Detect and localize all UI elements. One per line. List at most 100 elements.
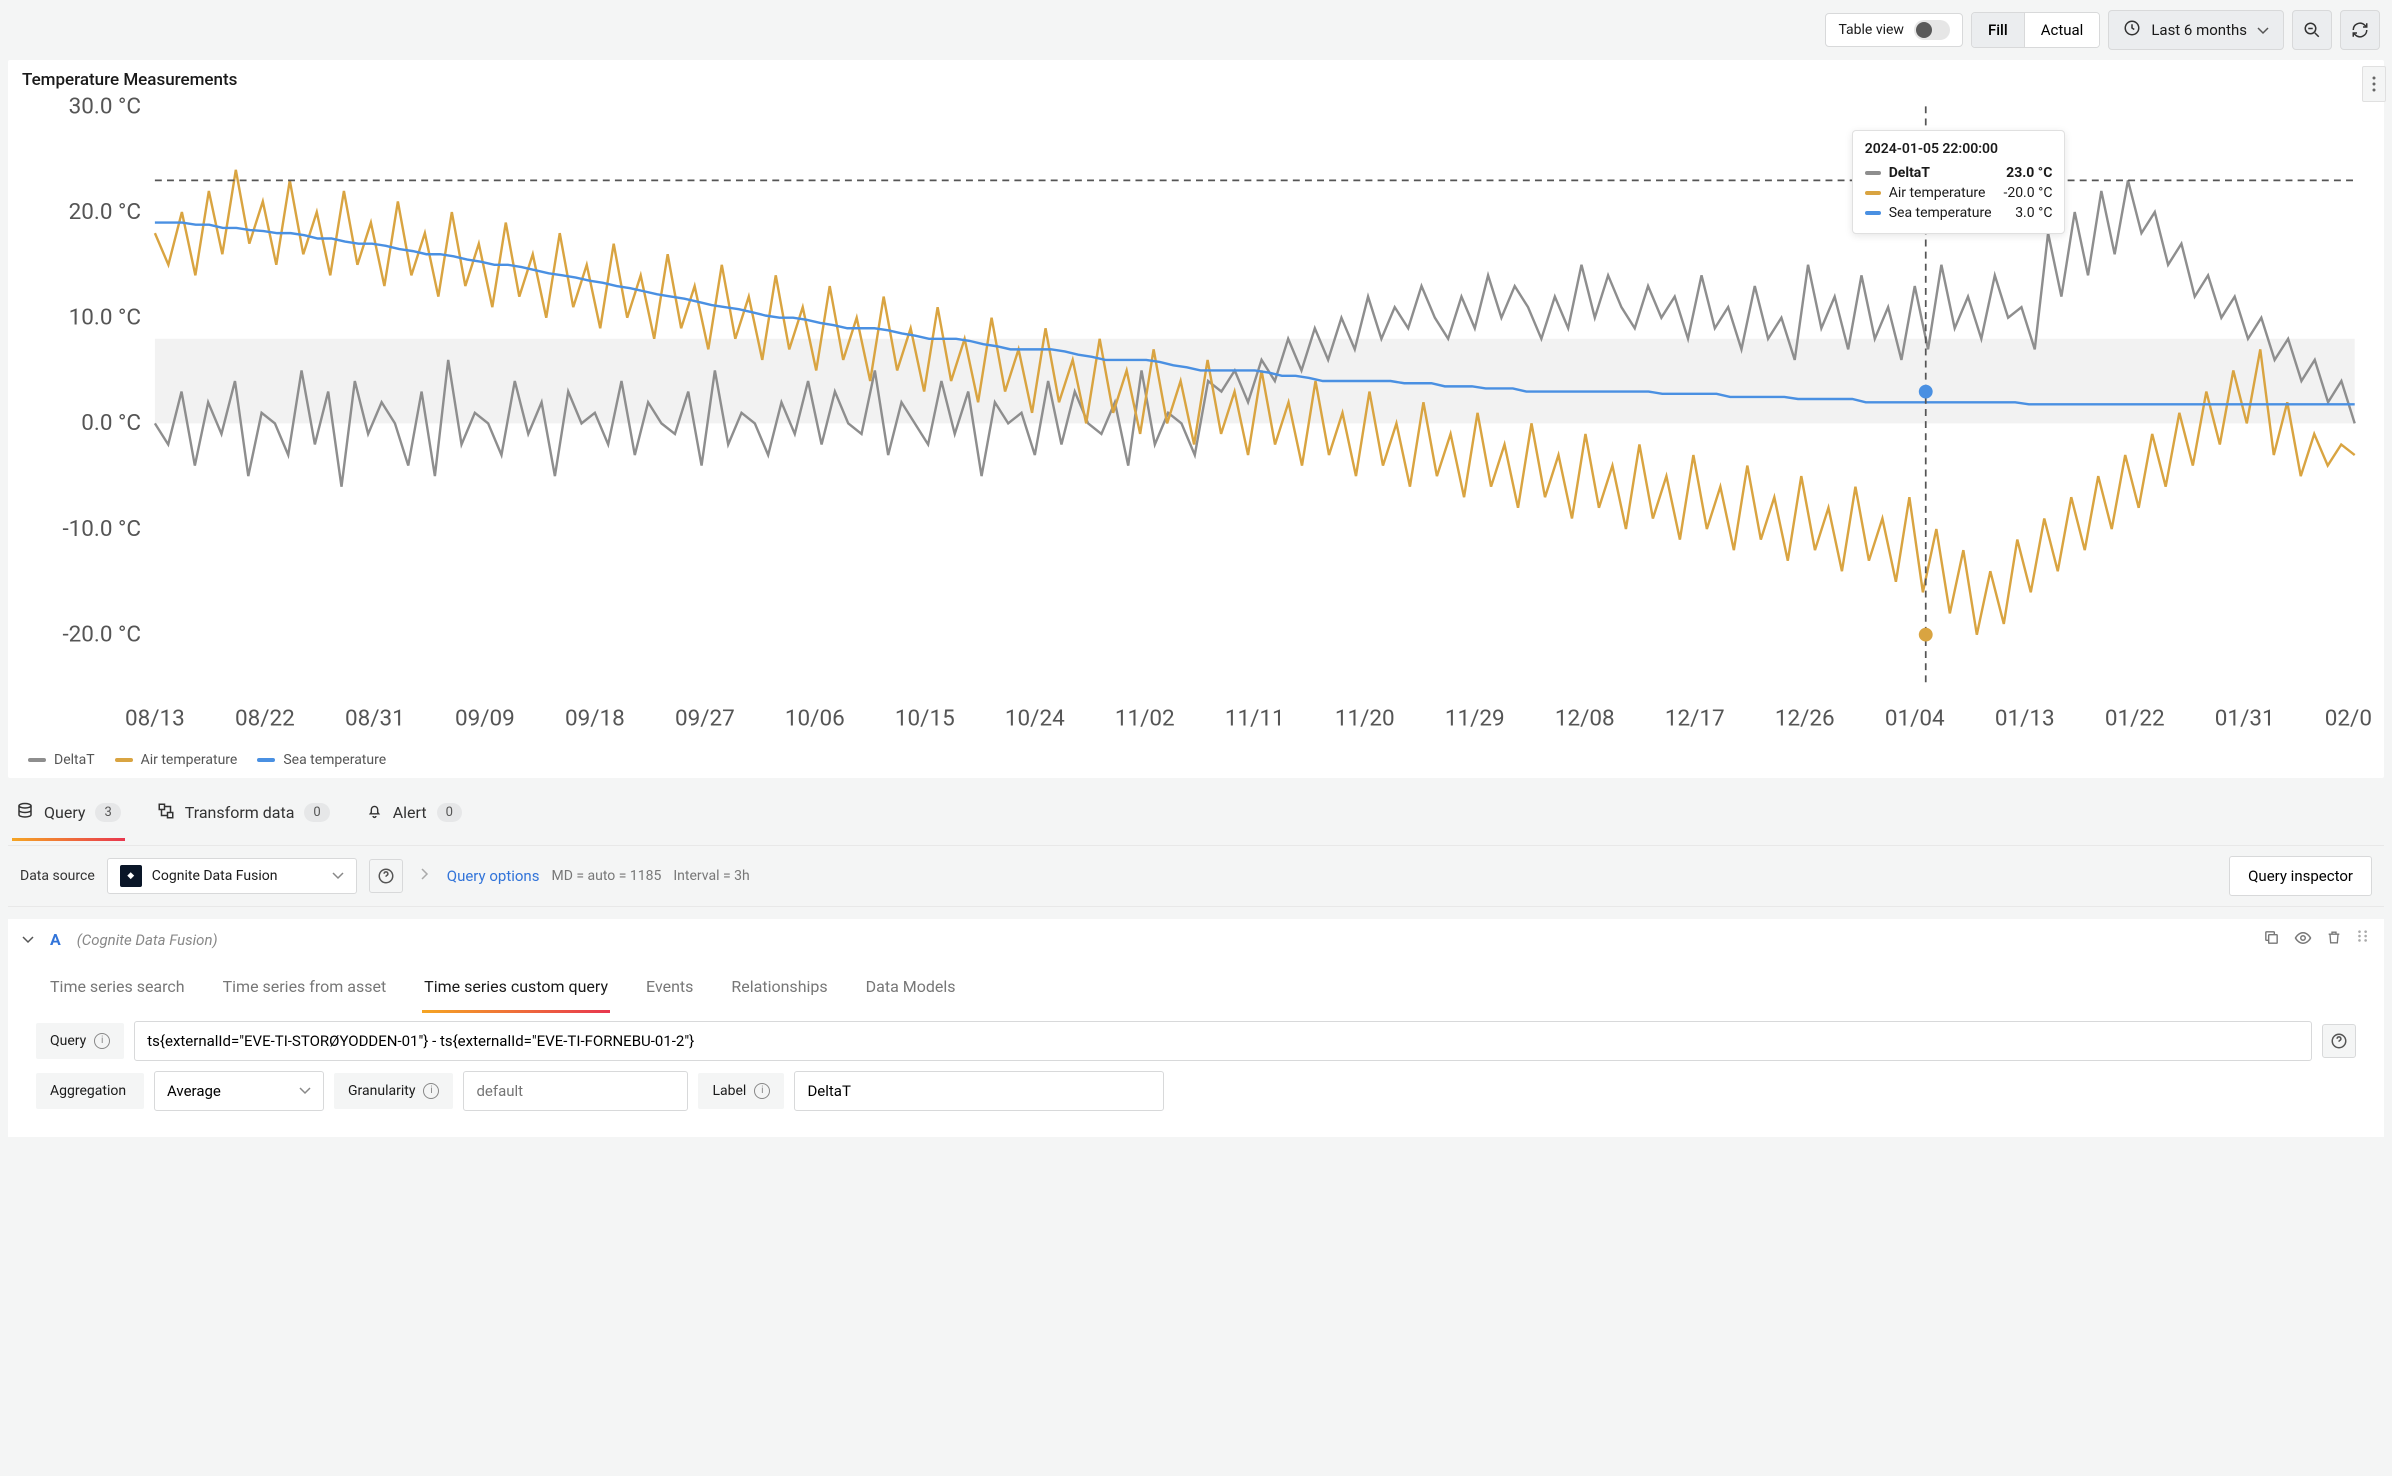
info-icon[interactable]: i bbox=[94, 1033, 110, 1049]
editor-tabs: Query3Transform data0Alert0 bbox=[0, 778, 2392, 841]
datasource-name: Cognite Data Fusion bbox=[152, 868, 278, 884]
table-view-label: Table view bbox=[1838, 22, 1904, 38]
svg-text:-20.0 °C: -20.0 °C bbox=[62, 622, 141, 648]
legend-swatch bbox=[115, 758, 133, 762]
tooltip-row: Air temperature -20.0 °C bbox=[1865, 183, 2053, 203]
query-tab-time-series-from-asset[interactable]: Time series from asset bbox=[221, 967, 389, 1013]
svg-text:09/27: 09/27 bbox=[675, 705, 735, 731]
legend-item[interactable]: Air temperature bbox=[115, 752, 238, 768]
aggregation-select[interactable]: Average bbox=[154, 1071, 324, 1111]
svg-text:01/22: 01/22 bbox=[2105, 705, 2165, 731]
legend-item[interactable]: Sea temperature bbox=[257, 752, 386, 768]
query-help-button[interactable] bbox=[2322, 1024, 2356, 1058]
tab-label: Transform data bbox=[185, 803, 295, 822]
svg-text:11/20: 11/20 bbox=[1335, 705, 1395, 731]
db-icon bbox=[16, 802, 34, 824]
datasource-label: Data source bbox=[20, 868, 95, 884]
granularity-label: Granularity i bbox=[334, 1073, 453, 1109]
fill-actual-group: Fill Actual bbox=[1971, 12, 2100, 48]
svg-text:20.0 °C: 20.0 °C bbox=[69, 199, 141, 225]
chevron-down-icon[interactable] bbox=[22, 932, 34, 948]
legend-label: Sea temperature bbox=[283, 752, 386, 768]
refresh-button[interactable] bbox=[2340, 10, 2380, 50]
datasource-row: Data source ◆ Cognite Data Fusion Query … bbox=[8, 845, 2384, 907]
svg-text:11/29: 11/29 bbox=[1445, 705, 1505, 731]
query-tab-events[interactable]: Events bbox=[644, 967, 695, 1013]
query-letter: A bbox=[50, 930, 61, 949]
tab-count-badge: 0 bbox=[304, 803, 329, 822]
zoom-out-button[interactable] bbox=[2292, 10, 2332, 50]
granularity-input[interactable] bbox=[463, 1071, 688, 1111]
chart-tooltip: 2024-01-05 22:00:00 DeltaT 23.0 °C Air tem… bbox=[1852, 130, 2066, 234]
interval-text: Interval = 3h bbox=[673, 868, 749, 884]
editor-tab-alert[interactable]: Alert0 bbox=[362, 794, 466, 841]
svg-text:30.0 °C: 30.0 °C bbox=[69, 96, 141, 119]
svg-text:0.0 °C: 0.0 °C bbox=[81, 410, 141, 436]
tooltip-series-name: Air temperature bbox=[1889, 185, 1986, 201]
chart-legend: DeltaT Air temperature Sea temperature bbox=[8, 748, 2384, 778]
legend-swatch bbox=[28, 758, 46, 762]
tab-count-badge: 0 bbox=[437, 803, 462, 822]
query-tab-time-series-search[interactable]: Time series search bbox=[48, 967, 187, 1013]
chevron-down-icon bbox=[332, 868, 344, 884]
chevron-down-icon bbox=[2257, 21, 2269, 39]
tooltip-series-value: 23.0 °C bbox=[2006, 165, 2052, 181]
tooltip-swatch bbox=[1865, 211, 1881, 215]
query-type-tabs: Time series search Time series from asset… bbox=[8, 961, 2384, 1013]
svg-text:12/26: 12/26 bbox=[1775, 705, 1835, 731]
query-tab-data-models[interactable]: Data Models bbox=[864, 967, 958, 1013]
svg-text:12/17: 12/17 bbox=[1665, 705, 1725, 731]
fill-button[interactable]: Fill bbox=[1972, 13, 2024, 47]
eye-icon[interactable] bbox=[2294, 929, 2312, 951]
datasource-select[interactable]: ◆ Cognite Data Fusion bbox=[107, 858, 357, 894]
query-inspector-button[interactable]: Query inspector bbox=[2229, 856, 2372, 896]
legend-label: DeltaT bbox=[54, 752, 95, 768]
tooltip-series-value: -20.0 °C bbox=[2003, 185, 2052, 201]
info-icon[interactable]: i bbox=[754, 1083, 770, 1099]
md-text: MD = auto = 1185 bbox=[551, 868, 661, 884]
query-input[interactable] bbox=[134, 1021, 2312, 1061]
tooltip-series-name: Sea temperature bbox=[1889, 205, 1992, 221]
svg-text:02/09: 02/09 bbox=[2325, 705, 2372, 731]
query-options-link[interactable]: Query options bbox=[447, 867, 540, 885]
query-field-label: Query i bbox=[36, 1023, 124, 1059]
tooltip-row: DeltaT 23.0 °C bbox=[1865, 163, 2053, 183]
query-tab-time-series-custom-query[interactable]: Time series custom query bbox=[422, 967, 610, 1013]
datasource-help-button[interactable] bbox=[369, 859, 403, 893]
info-icon[interactable]: i bbox=[423, 1083, 439, 1099]
duplicate-icon[interactable] bbox=[2263, 929, 2280, 951]
chart-panel: Temperature Measurements 30.0 °C 20.0 °C 1… bbox=[8, 60, 2384, 778]
panel-title: Temperature Measurements bbox=[22, 70, 237, 90]
drag-handle-icon[interactable] bbox=[2356, 929, 2370, 951]
label-input[interactable] bbox=[794, 1071, 1164, 1111]
tooltip-series-name: DeltaT bbox=[1889, 165, 1930, 181]
aggregation-label: Aggregation bbox=[36, 1073, 144, 1109]
tooltip-row: Sea temperature 3.0 °C bbox=[1865, 203, 2053, 223]
clock-icon bbox=[2123, 19, 2141, 41]
svg-text:-10.0 °C: -10.0 °C bbox=[62, 516, 141, 542]
tooltip-timestamp: 2024-01-05 22:00:00 bbox=[1865, 141, 2053, 157]
trash-icon[interactable] bbox=[2326, 929, 2342, 951]
svg-text:08/31: 08/31 bbox=[345, 705, 405, 731]
actual-button[interactable]: Actual bbox=[2024, 13, 2100, 47]
query-datasource-hint: (Cognite Data Fusion) bbox=[77, 931, 218, 949]
tooltip-series-value: 3.0 °C bbox=[2015, 205, 2052, 221]
chevron-right-icon bbox=[421, 868, 429, 884]
cognite-logo-icon: ◆ bbox=[120, 865, 142, 887]
table-view-toggle[interactable]: Table view bbox=[1825, 13, 1963, 47]
transform-icon bbox=[157, 802, 175, 824]
editor-tab-query[interactable]: Query3 bbox=[12, 794, 125, 841]
toggle-switch[interactable] bbox=[1914, 20, 1950, 40]
label-field-label: Label i bbox=[698, 1073, 784, 1109]
tooltip-swatch bbox=[1865, 171, 1881, 175]
svg-text:10.0 °C: 10.0 °C bbox=[69, 305, 141, 331]
query-tab-relationships[interactable]: Relationships bbox=[729, 967, 829, 1013]
legend-item[interactable]: DeltaT bbox=[28, 752, 95, 768]
time-range-picker[interactable]: Last 6 months bbox=[2108, 10, 2284, 50]
svg-text:09/18: 09/18 bbox=[565, 705, 625, 731]
tab-label: Query bbox=[44, 803, 85, 822]
svg-text:01/13: 01/13 bbox=[1995, 705, 2055, 731]
svg-text:11/02: 11/02 bbox=[1115, 705, 1175, 731]
editor-tab-transform-data[interactable]: Transform data 0 bbox=[153, 794, 334, 841]
panel-menu-button[interactable] bbox=[2362, 66, 2386, 102]
